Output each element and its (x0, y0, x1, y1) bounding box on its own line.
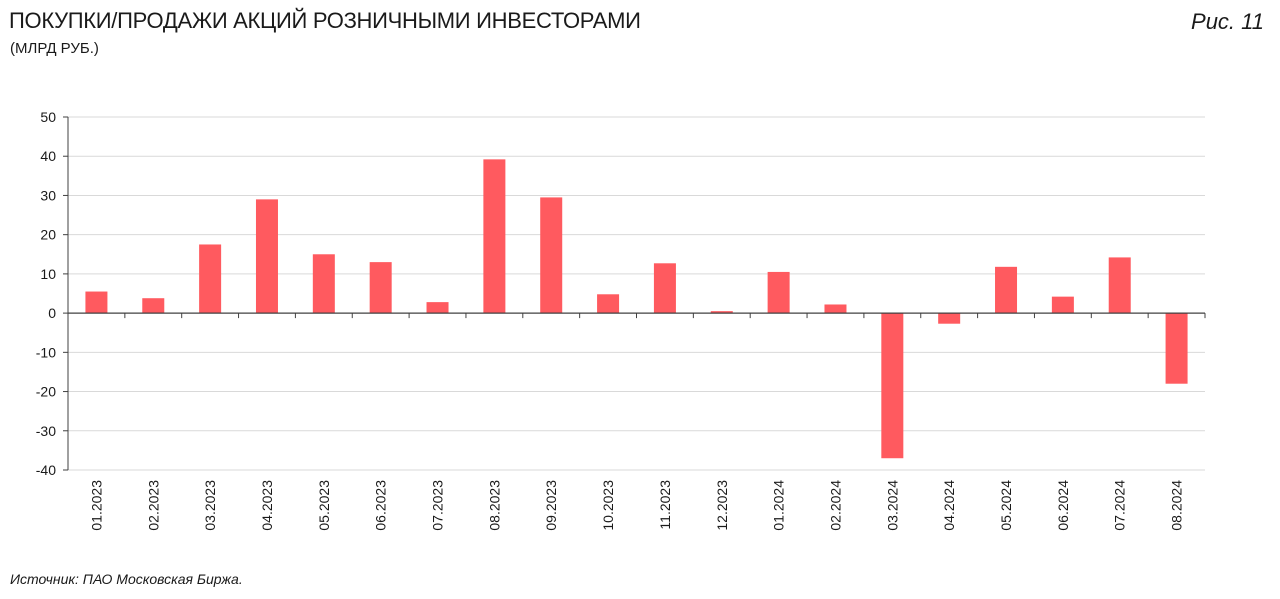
y-tick-label: 0 (48, 305, 56, 321)
bar (199, 244, 222, 314)
bar (881, 313, 904, 459)
bar (255, 199, 278, 314)
y-tick-label: -10 (36, 344, 56, 360)
x-tick-label: 04.2023 (259, 480, 275, 531)
x-tick-label: 11.2023 (657, 480, 673, 530)
y-tick-label: 30 (40, 187, 56, 203)
x-tick-label: 08.2023 (486, 480, 502, 531)
bar (426, 302, 449, 314)
y-tick-label: 40 (40, 148, 56, 164)
x-tick-label: 09.2023 (543, 480, 559, 531)
x-tick-label: 10.2023 (600, 480, 616, 531)
y-tick-label: -30 (36, 423, 56, 439)
bar (1051, 296, 1074, 314)
x-tick-label: 07.2024 (1112, 480, 1128, 531)
figure-label: Рис. 11 (1191, 9, 1264, 34)
bar (483, 159, 506, 314)
source-note: Источник: ПАО Московская Биржа. (10, 571, 243, 587)
bar (1108, 257, 1131, 314)
bar (938, 313, 961, 324)
bar (312, 254, 335, 314)
y-tick-label: 10 (40, 266, 56, 282)
x-tick-label: 07.2023 (430, 480, 446, 531)
bar (767, 271, 790, 314)
bar (653, 263, 676, 314)
y-tick-label: -40 (36, 462, 56, 478)
bar (995, 266, 1018, 314)
bar (85, 291, 108, 314)
chart-title: ПОКУПКИ/ПРОДАЖИ АКЦИЙ РОЗНИЧНЫМИ ИНВЕСТО… (9, 8, 641, 33)
y-tick-label: 50 (40, 109, 56, 125)
x-tick-label: 03.2023 (202, 480, 218, 531)
x-tick-label: 01.2023 (88, 480, 104, 531)
bar (824, 304, 847, 314)
x-tick-label: 12.2023 (714, 480, 730, 531)
x-tick-labels: 01.2023 02.2023 03.2023 04.2023 05.2023 06.20… (88, 480, 1184, 531)
grid-lines (68, 116, 1205, 471)
bar (142, 298, 165, 314)
bar (369, 262, 392, 314)
chart-subtitle: (МЛРД РУБ.) (10, 40, 99, 57)
x-tick-label: 01.2024 (771, 480, 787, 531)
x-tick-label: 06.2024 (1055, 480, 1071, 531)
x-tick-label: 02.2024 (827, 480, 843, 531)
x-tick-label: 03.2024 (884, 480, 900, 531)
bars (85, 159, 1188, 459)
y-tick-label: 20 (40, 227, 56, 243)
x-tick-label: 02.2023 (145, 480, 161, 531)
x-tick-label: 06.2023 (373, 480, 389, 531)
bar (1165, 313, 1188, 384)
x-tick-label: 05.2024 (998, 480, 1014, 531)
y-tick-label: -20 (36, 384, 56, 400)
x-tick-label: 08.2024 (1169, 480, 1185, 531)
y-tick-labels: 50 40 30 20 10 0 -10 -20 -30 -40 (36, 109, 56, 478)
bar (540, 197, 563, 314)
x-tick-label: 04.2024 (941, 480, 957, 531)
bar (710, 311, 733, 314)
axes (63, 116, 1206, 471)
x-tick-label: 05.2023 (316, 480, 332, 531)
bar (597, 294, 620, 314)
